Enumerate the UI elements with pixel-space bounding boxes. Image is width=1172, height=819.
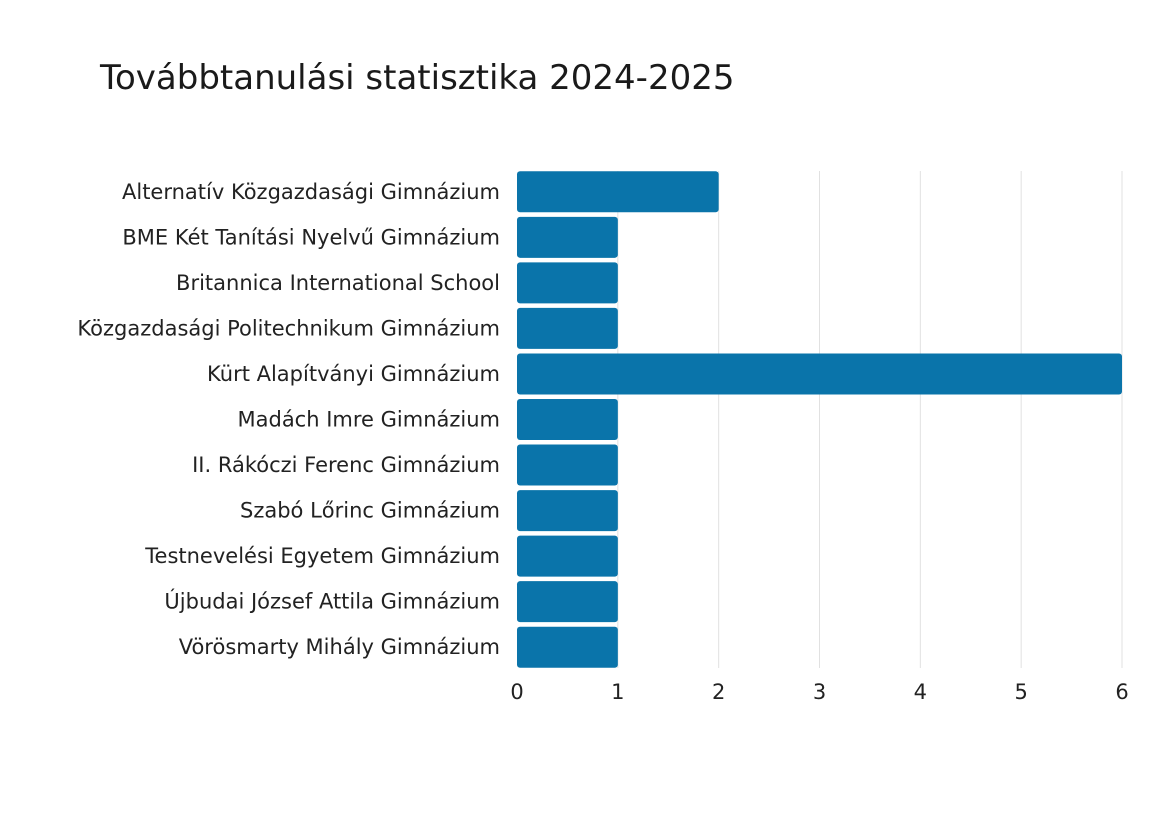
bar: [517, 171, 719, 213]
category-label: Újbudai József Attila Gimnázium: [164, 589, 500, 614]
category-label: Testnevelési Egyetem Gimnázium: [144, 544, 500, 568]
bar: [517, 581, 618, 623]
category-labels: Alternatív Közgazdasági Gimnázium BME Két…: [77, 180, 500, 659]
bar: [517, 490, 618, 532]
bar: [517, 399, 618, 440]
category-label: Madách Imre Gimnázium: [238, 408, 501, 432]
x-tick-label: 6: [1115, 680, 1128, 704]
category-label: Kürt Alapítványi Gimnázium: [207, 362, 500, 386]
category-label: Közgazdasági Politechnikum Gimnázium: [77, 316, 500, 340]
category-label: Alternatív Közgazdasági Gimnázium: [122, 180, 500, 204]
x-tick-labels: 0 1 2 3 4 5 6: [510, 680, 1128, 704]
bar: [517, 262, 618, 304]
grid-lines: [617, 171, 1123, 668]
x-tick-label: 4: [914, 680, 927, 704]
category-label: II. Rákóczi Ferenc Gimnázium: [192, 453, 500, 477]
category-label: Vörösmarty Mihály Gimnázium: [179, 635, 500, 659]
bar: [517, 216, 618, 258]
category-label: Britannica International School: [176, 271, 500, 295]
chart-title: Továbbtanulási statisztika 2024-2025: [100, 58, 735, 98]
x-tick-label: 2: [712, 680, 725, 704]
x-tick-label: 5: [1014, 680, 1027, 704]
category-label: BME Két Tanítási Nyelvű Gimnázium: [122, 225, 500, 249]
x-tick-label: 3: [813, 680, 826, 704]
bars: [517, 171, 1122, 668]
bar: [517, 353, 1122, 395]
category-label: Szabó Lőrinc Gimnázium: [240, 499, 500, 523]
bar: [517, 535, 618, 577]
x-tick-label: 1: [611, 680, 624, 704]
bar: [517, 626, 618, 668]
bar: [517, 307, 618, 349]
x-tick-label: 0: [510, 680, 523, 704]
bar: [517, 444, 618, 486]
